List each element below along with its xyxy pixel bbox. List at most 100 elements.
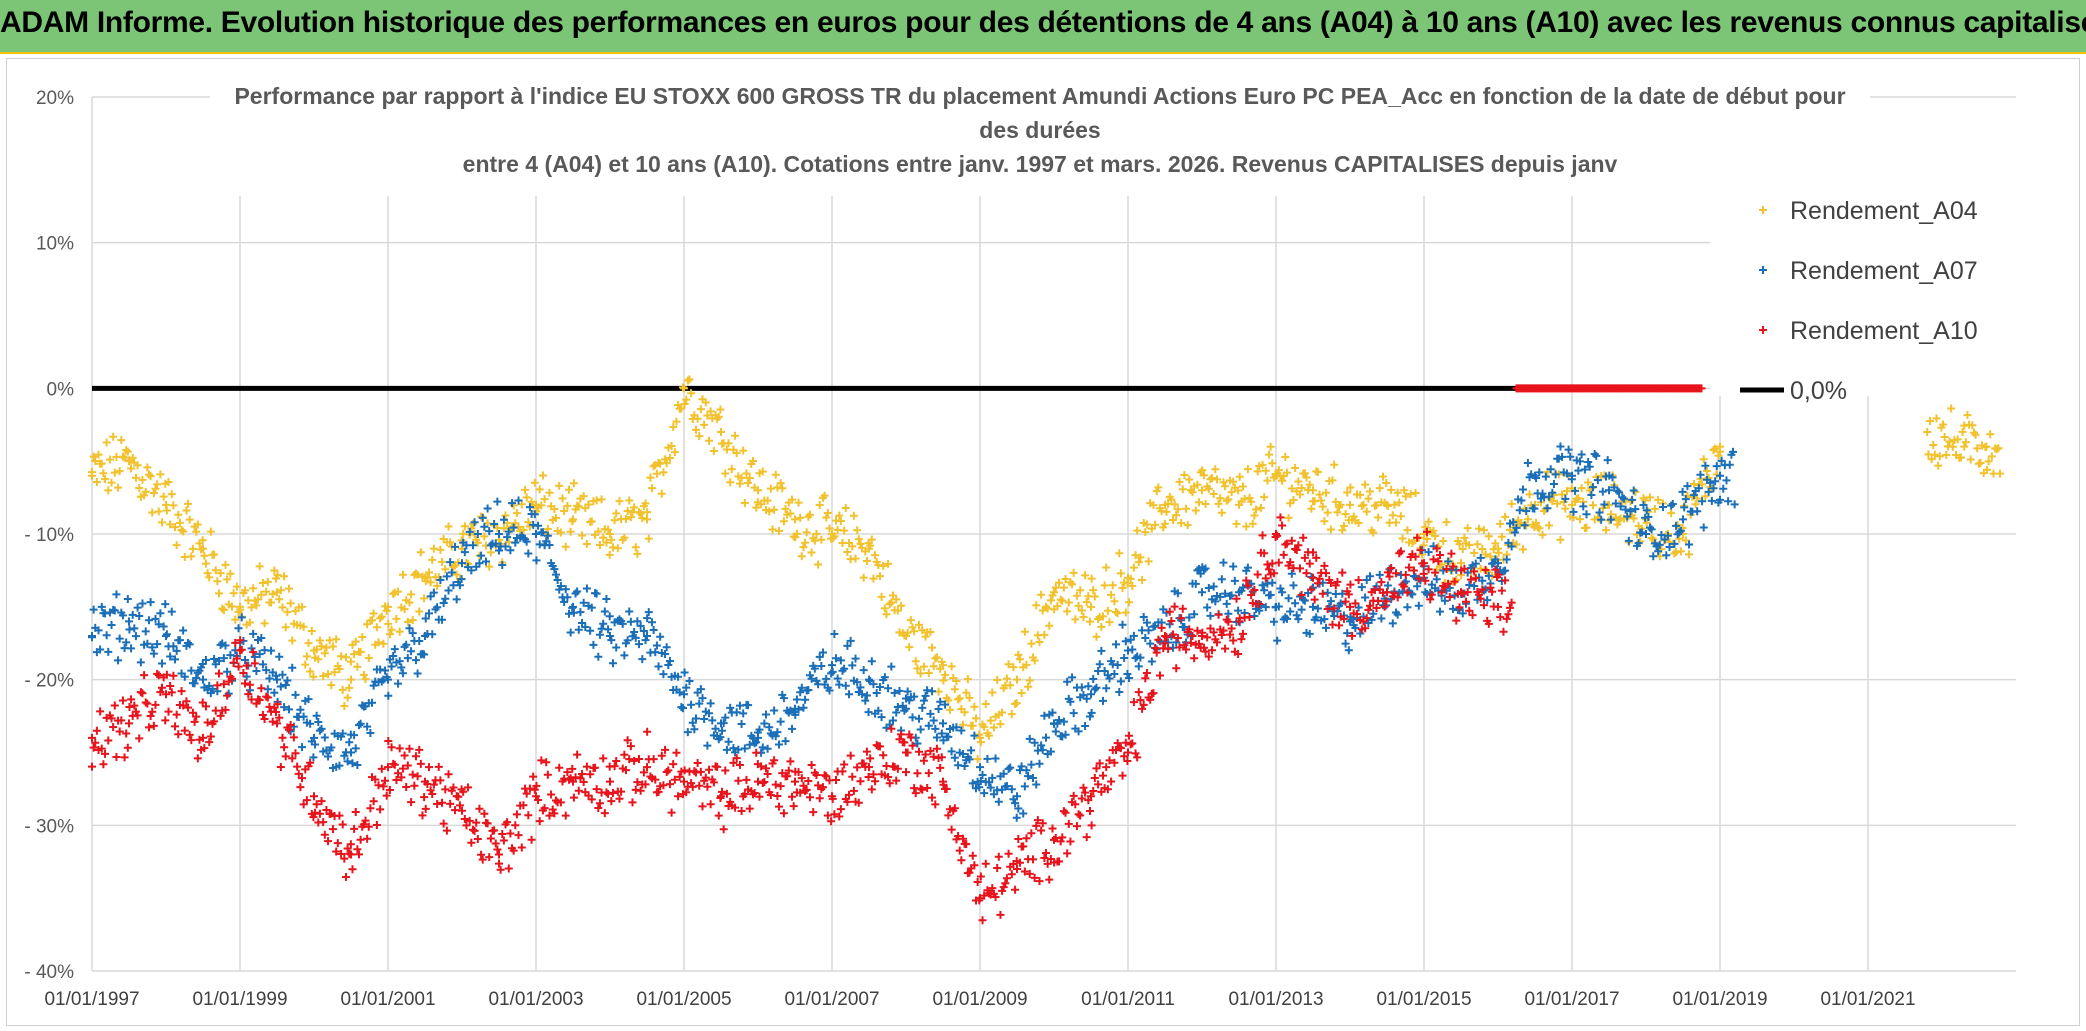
series-point [792,529,801,538]
series-point [439,819,448,828]
series-point [926,746,935,755]
series-point [1365,601,1374,610]
series-point [893,606,902,615]
series-point [916,725,925,734]
series-point [415,745,424,754]
series-point [875,572,884,581]
series-point [96,707,105,716]
series-point [1201,564,1210,573]
series-point [548,805,557,814]
series-point [1131,749,1140,758]
series-point [206,732,215,741]
series-point [599,754,608,763]
series-point [337,652,346,661]
series-point [379,782,388,791]
series-point [1045,621,1054,630]
series-point [939,719,947,728]
series-point [1478,544,1487,553]
series-point [1504,610,1513,619]
series-point [249,648,258,657]
series-point [477,850,486,859]
series-point [1357,583,1366,592]
series-point [947,825,956,834]
series-point [1960,442,1969,451]
series-point [856,683,865,692]
series-point [1118,771,1127,780]
series-point [928,793,937,802]
series-point [791,777,799,786]
series-point [887,724,896,733]
series-point [1211,465,1220,474]
series-point [1471,574,1480,583]
series-point [180,672,189,681]
series-point [534,521,543,530]
series-point [424,568,433,577]
series-point [1313,579,1322,588]
series-point [1219,558,1228,567]
series-point [661,649,670,658]
series-point [778,484,787,493]
series-point [314,717,323,726]
series-point [1545,521,1554,530]
series-point [952,677,961,686]
series-point [1048,708,1057,717]
series-point [109,432,118,441]
series-point [442,572,451,581]
series-point [1600,500,1609,509]
series-point [887,598,896,607]
series-point [385,786,394,795]
series-point [731,431,740,440]
series-point [1081,722,1090,731]
y-tick-label: - 40% [24,962,74,983]
series-point [1562,487,1571,496]
series-point [631,543,640,552]
series-point [1260,586,1269,595]
series-point [1287,536,1296,545]
series-point [737,720,746,729]
series-point [665,780,674,789]
series-point [1689,479,1698,488]
series-point [104,486,113,495]
series-point [1649,535,1658,544]
series-point [315,636,324,645]
series-point [911,789,920,798]
series-point [460,522,469,531]
series-point [439,599,448,608]
series-point [1294,615,1303,624]
series-point [167,688,176,697]
series-point [908,713,917,722]
series-point [301,660,310,669]
series-point [446,538,455,547]
series-point [452,570,461,579]
series-point [841,681,850,690]
series-point [125,719,133,728]
series-point [1273,531,1282,540]
series-point [395,627,404,636]
series-point [542,758,551,767]
series-point [688,718,697,727]
series-point [1072,822,1081,831]
series-point [167,490,176,499]
series-point [335,811,344,820]
series-point [187,736,196,745]
series-point [190,717,199,726]
series-point [680,400,689,409]
series-point [532,530,540,538]
report-banner: ADAM Informe. Evolution historique des p… [0,0,2086,54]
series-point [384,736,393,745]
series-point [685,375,694,384]
series-point [661,455,670,464]
series-point [861,547,870,556]
series-point [817,661,826,670]
series-point [267,646,276,655]
series-point [1007,785,1016,794]
series-point [1274,558,1283,567]
series-point [1346,602,1354,611]
legend-background [1710,178,2030,396]
series-point [1400,582,1409,591]
series-point [796,788,805,797]
series-point [1611,499,1620,508]
series-point [1273,636,1282,645]
series-point [1269,617,1278,626]
series-point [978,771,987,780]
